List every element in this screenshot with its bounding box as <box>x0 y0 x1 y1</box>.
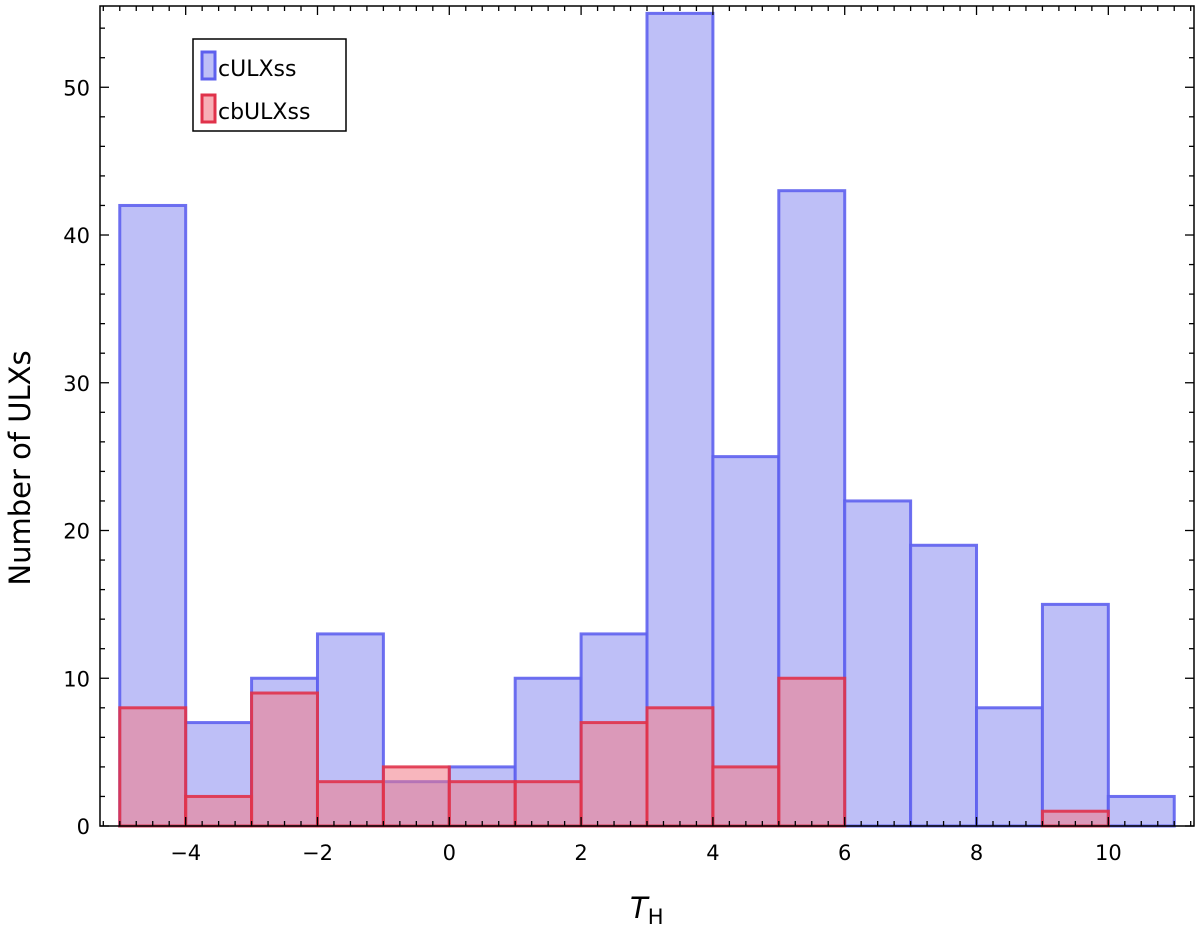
legend-box <box>192 38 347 132</box>
y-tick-label: 0 <box>77 815 90 839</box>
y-tick-label: 20 <box>63 520 90 544</box>
y-axis-title: Number of ULXs <box>3 350 37 585</box>
y-tick-label: 40 <box>63 224 90 248</box>
bar-culxss <box>843 499 913 828</box>
bar-cbulxss <box>447 780 517 828</box>
y-tick-label: 10 <box>63 667 90 691</box>
bar-cbulxss <box>118 706 188 828</box>
x-axis-title-main: T <box>630 891 650 925</box>
bar-culxss <box>975 706 1044 828</box>
bar-cbulxss <box>381 765 451 828</box>
y-tick-label: 50 <box>63 76 90 100</box>
x-tick-label: 8 <box>970 841 983 865</box>
bar-culxss <box>1040 602 1110 828</box>
tick-labels: −4 −2 0 2 4 6 8 10 0 10 20 30 40 50 <box>63 76 1121 865</box>
legend-label-cbulxss: cbULXss <box>218 100 310 125</box>
legend-swatch-culxss <box>200 50 217 81</box>
bar-cbulxss <box>513 780 583 828</box>
legend-label-culxss: cULXss <box>218 57 296 82</box>
bar-culxss <box>711 455 781 828</box>
bars-layer <box>118 11 1176 828</box>
x-tick-label: −4 <box>170 841 201 865</box>
x-axis-title-subscript: H <box>648 905 664 929</box>
bar-culxss <box>909 543 979 828</box>
x-tick-label: 10 <box>1095 841 1122 865</box>
x-tick-label: 0 <box>443 841 456 865</box>
bar-cbulxss <box>250 691 319 828</box>
x-tick-label: 6 <box>838 841 851 865</box>
bar-cbulxss <box>711 765 781 828</box>
x-tick-label: 2 <box>574 841 587 865</box>
bar-cbulxss <box>315 780 385 828</box>
legend-swatch-cbulxss <box>200 93 217 124</box>
bar-culxss <box>645 11 715 828</box>
x-axis-title: TH <box>630 891 664 929</box>
ticks-layer <box>100 6 1194 827</box>
x-tick-label: −2 <box>302 841 333 865</box>
x-tick-label: 4 <box>706 841 719 865</box>
bar-cbulxss <box>579 721 649 828</box>
bar-cbulxss <box>777 676 847 828</box>
y-tick-label: 30 <box>63 372 90 396</box>
legend: cULXss cbULXss <box>192 38 347 132</box>
bar-cbulxss <box>645 706 715 828</box>
